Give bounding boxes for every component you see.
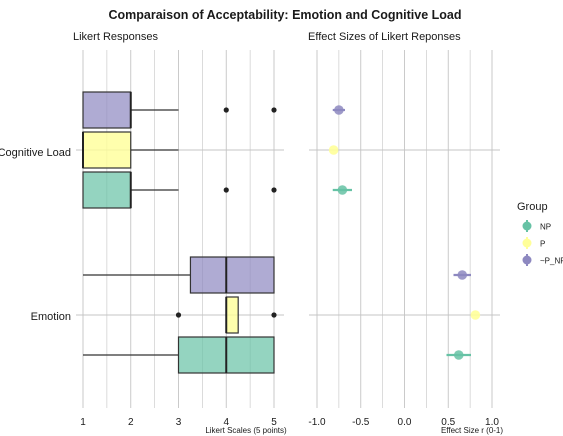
- box-cognitive-load-p-body: [82, 131, 132, 169]
- effect-size-panel: -1.0 -0.5 0.0 0.5 1.0: [308, 50, 500, 428]
- right-x-tick-label: -1.0: [308, 417, 326, 428]
- left-x-tick-label: 4: [223, 417, 229, 428]
- category-label-cognitive-load: Cognitive Load: [0, 147, 71, 159]
- right-x-tick-label: 0.5: [441, 417, 455, 428]
- box-cognitive-load-p-np-body: [82, 91, 132, 129]
- left-x-tick-label: 1: [80, 417, 86, 428]
- chart-title: Comparaison of Acceptability: Emotion an…: [108, 8, 461, 22]
- box-cognitive-load-np-outlier: [271, 187, 277, 193]
- left-x-tick-label: 5: [271, 417, 277, 428]
- box-emotion-p-body: [225, 296, 239, 334]
- right-x-tick-label: 0.0: [398, 417, 412, 428]
- effect-cognitive-load-p-point: [328, 145, 339, 155]
- right-x-tick-label: -0.5: [352, 417, 370, 428]
- box-cognitive-load-np-body: [82, 171, 132, 209]
- box-cognitive-load-p-np-outlier: [271, 107, 277, 113]
- right-panel-subtitle: Effect Sizes of Likert Reponses: [308, 31, 461, 43]
- legend: Group NP P ~P_NP: [517, 201, 563, 266]
- effect-emotion-p-np-point: [457, 270, 468, 280]
- category-label-emotion: Emotion: [31, 311, 71, 323]
- left-panel-subtitle: Likert Responses: [73, 31, 158, 43]
- left-x-tick-label: 3: [176, 417, 182, 428]
- legend-label-p: P: [540, 240, 545, 249]
- legend-key-p: [522, 238, 532, 248]
- box-cognitive-load-p-np-outlier: [223, 107, 229, 113]
- likert-boxplot-panel: 1 2 3 4 5: [76, 50, 284, 428]
- legend-label-np: NP: [540, 223, 551, 232]
- legend-title: Group: [517, 201, 548, 213]
- box-emotion-p-outlier: [271, 312, 277, 318]
- effect-emotion-p-point: [470, 310, 481, 320]
- effect-cognitive-load-p-np-point: [334, 105, 344, 115]
- box-emotion-p-np-body: [189, 256, 275, 294]
- effect-emotion-np-point: [453, 350, 464, 360]
- legend-label-p-np: ~P_NP: [540, 257, 563, 266]
- right-x-axis-label: Effect Size r (0-1): [441, 426, 503, 435]
- box-emotion-p-outlier: [175, 312, 182, 318]
- right-x-tick-label: 1.0: [485, 417, 499, 428]
- legend-key-np: [522, 221, 532, 231]
- legend-key-p-np: [522, 255, 532, 265]
- left-x-axis-label: Likert Scales (5 points): [205, 426, 287, 435]
- effect-cognitive-load-np-point: [337, 185, 348, 195]
- left-x-tick-label: 2: [128, 417, 134, 428]
- box-cognitive-load-np-outlier: [223, 187, 229, 193]
